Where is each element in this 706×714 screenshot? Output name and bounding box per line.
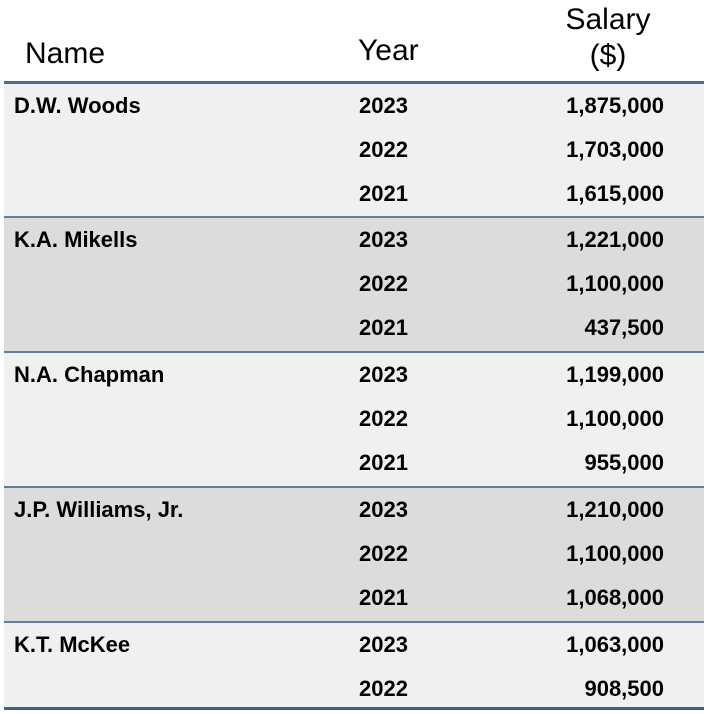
group-divider xyxy=(4,351,704,353)
group-divider xyxy=(4,216,704,218)
bottom-rule xyxy=(4,707,704,710)
year-cell: 2023 xyxy=(359,227,408,252)
salary-cell: 1,875,000 xyxy=(566,93,664,118)
row-group: K.T. McKee 2023 1,063,000 2022 908,500 xyxy=(4,623,704,707)
salary-cell: 1,615,000 xyxy=(566,181,664,206)
salary-cell: 1,703,000 xyxy=(566,137,664,162)
header-rule xyxy=(4,81,704,84)
year-cell: 2023 xyxy=(359,632,408,657)
year-cell: 2021 xyxy=(359,315,408,340)
table-header: Name Year Salary ($) xyxy=(0,0,706,84)
year-cell: 2021 xyxy=(359,450,408,475)
employee-name: D.W. Woods xyxy=(14,93,141,118)
salary-cell: 908,500 xyxy=(584,676,664,701)
salary-cell: 1,221,000 xyxy=(566,227,664,252)
column-header-year: Year xyxy=(358,34,419,67)
year-cell: 2022 xyxy=(359,137,408,162)
employee-name: K.T. McKee xyxy=(14,632,131,657)
salary-cell: 955,000 xyxy=(584,450,664,475)
year-cell: 2022 xyxy=(359,406,408,431)
employee-name: J.P. Williams, Jr. xyxy=(14,497,184,522)
employee-name: N.A. Chapman xyxy=(14,362,165,387)
group-divider xyxy=(4,621,704,623)
year-cell: 2021 xyxy=(359,585,408,610)
salary-cell: 1,210,000 xyxy=(566,497,664,522)
year-cell: 2023 xyxy=(359,93,408,118)
salary-cell: 1,100,000 xyxy=(566,406,664,431)
year-cell: 2021 xyxy=(359,181,408,206)
salary-cell: 1,068,000 xyxy=(566,585,664,610)
row-group: J.P. Williams, Jr. 2023 1,210,000 2022 1,100… xyxy=(4,488,704,623)
column-header-salary-unit: ($) xyxy=(589,39,627,72)
year-cell: 2022 xyxy=(359,541,408,566)
group-divider xyxy=(4,486,704,488)
salary-cell: 437,500 xyxy=(584,315,664,340)
year-cell: 2023 xyxy=(359,362,408,387)
year-cell: 2022 xyxy=(359,271,408,296)
year-cell: 2022 xyxy=(359,676,408,701)
salary-cell: 1,100,000 xyxy=(566,541,664,566)
row-group: D.W. Woods 2023 1,875,000 2022 1,703,000 2021… xyxy=(4,84,704,218)
row-group: N.A. Chapman 2023 1,199,000 2022 1,100,000 20… xyxy=(4,353,704,488)
employee-name: K.A. Mikells xyxy=(14,227,138,252)
year-cell: 2023 xyxy=(359,497,408,522)
column-header-salary: Salary ($) xyxy=(548,2,668,74)
salary-cell: 1,063,000 xyxy=(566,632,664,657)
column-header-name: Name xyxy=(25,37,106,70)
salary-cell: 1,199,000 xyxy=(566,362,664,387)
salary-cell: 1,100,000 xyxy=(566,271,664,296)
column-header-salary-label: Salary xyxy=(565,3,651,36)
row-group: K.A. Mikells 2023 1,221,000 2022 1,100,000 20… xyxy=(4,218,704,353)
